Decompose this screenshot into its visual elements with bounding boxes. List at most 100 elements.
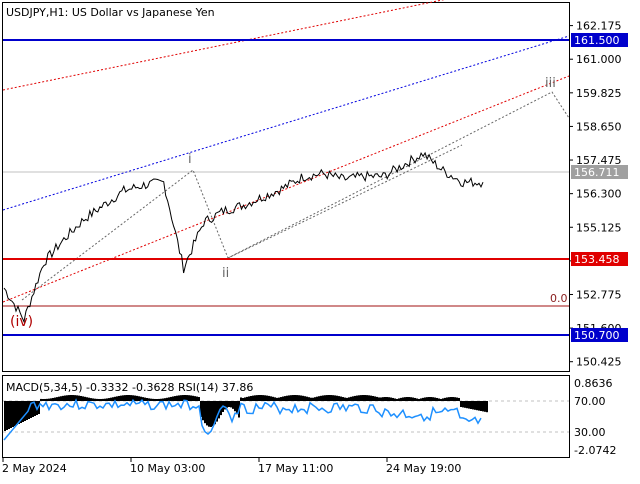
macd-bar	[30, 401, 32, 418]
macd-bar	[152, 398, 154, 401]
macd-bar	[376, 396, 378, 401]
macd-bar	[274, 397, 276, 401]
macd-bar	[164, 398, 166, 401]
macd-bar	[340, 396, 342, 401]
macd-bar	[476, 401, 478, 411]
macd-bar	[318, 396, 320, 401]
macd-bar	[280, 397, 282, 401]
macd-histogram	[4, 395, 488, 431]
current-price-value: 156.711	[574, 166, 620, 179]
macd-bar	[414, 397, 416, 401]
macd-bar	[278, 397, 280, 401]
macd-bar	[288, 395, 290, 401]
macd-bar	[268, 395, 270, 401]
macd-bar	[100, 398, 102, 401]
wave-path	[21, 144, 463, 301]
macd-bar	[82, 396, 84, 401]
macd-bar	[50, 398, 52, 401]
macd-bar	[26, 401, 28, 420]
macd-bar	[412, 397, 414, 401]
macd-bar	[254, 395, 256, 401]
macd-bar	[314, 397, 316, 401]
macd-bar	[114, 396, 116, 401]
macd-bar	[182, 395, 184, 401]
macd-bar	[448, 397, 450, 401]
macd-bar	[198, 397, 200, 401]
macd-bar	[424, 397, 426, 401]
main-chart-frame	[2, 2, 570, 372]
macd-bar	[266, 395, 268, 401]
macd-bar	[246, 396, 248, 401]
macd-bar	[298, 395, 300, 401]
price-series-line	[3, 151, 484, 324]
indicator-title: MACD(5,34,5) -0.3332 -0.3628 RSI(14) 37.…	[6, 381, 253, 394]
macd-bar	[390, 397, 392, 401]
macd-bar	[374, 396, 376, 401]
macd-bar	[158, 398, 160, 401]
macd-bar	[364, 395, 366, 401]
macd-bar	[442, 398, 444, 401]
macd-bar	[440, 398, 442, 401]
upper-resistance-value: 161.500	[574, 34, 620, 47]
macd-bar	[380, 397, 382, 401]
macd-bar	[232, 401, 234, 409]
macd-bar	[352, 396, 354, 401]
macd-bar	[236, 401, 238, 415]
macd-bar	[212, 401, 214, 427]
price-tick-label: 152.775	[576, 288, 622, 301]
macd-bar	[94, 398, 96, 401]
macd-bar	[324, 395, 326, 401]
macd-bar	[132, 395, 134, 401]
time-tick-label: 10 May 03:00	[130, 462, 205, 475]
macd-bar	[286, 395, 288, 401]
macd-bar	[106, 398, 108, 401]
current-price-marker: 156.711	[571, 165, 628, 179]
macd-bar	[428, 397, 430, 401]
macd-bar	[338, 396, 340, 401]
macd-bar	[436, 397, 438, 401]
macd-bar	[260, 395, 262, 401]
macd-bar	[270, 396, 272, 401]
macd-bar	[276, 397, 278, 401]
macd-bar	[466, 401, 468, 409]
macd-bar	[248, 396, 250, 401]
macd-bar	[404, 397, 406, 401]
macd-bar	[368, 395, 370, 401]
macd-bar	[32, 401, 34, 417]
macd-bar	[432, 397, 434, 401]
macd-bar	[4, 401, 6, 431]
macd-bar	[272, 396, 274, 401]
macd-bar	[308, 397, 310, 401]
macd-bar	[384, 397, 386, 401]
indicator-tick-label: 70.00	[574, 395, 606, 408]
red-channel-lower	[2, 75, 570, 303]
macd-bar	[74, 395, 76, 401]
macd-bar	[242, 397, 244, 401]
macd-bar	[224, 401, 226, 410]
macd-bar	[112, 397, 114, 401]
time-tick-label: 17 May 11:00	[258, 462, 333, 475]
macd-bar	[204, 401, 206, 424]
macd-bar	[144, 397, 146, 401]
wave-i-label: i	[188, 152, 192, 167]
macd-bar	[44, 398, 46, 401]
macd-bar	[358, 395, 360, 401]
macd-bar	[386, 397, 388, 401]
macd-bar	[328, 395, 330, 401]
macd-bar	[434, 397, 436, 401]
macd-bar	[134, 395, 136, 401]
support-value: 153.458	[574, 253, 620, 266]
time-tick-label: 24 May 19:00	[386, 462, 461, 475]
indicator-tick-label: 0.8636	[574, 377, 613, 390]
macd-bar	[370, 395, 372, 401]
macd-bar	[76, 395, 78, 401]
macd-bar	[108, 398, 110, 401]
macd-bar	[60, 396, 62, 401]
macd-bar	[72, 395, 74, 401]
macd-bar	[56, 397, 58, 401]
macd-bar	[336, 395, 338, 401]
macd-bar	[192, 395, 194, 401]
macd-bar	[400, 397, 402, 401]
price-tick-label: 157.475	[576, 154, 622, 167]
